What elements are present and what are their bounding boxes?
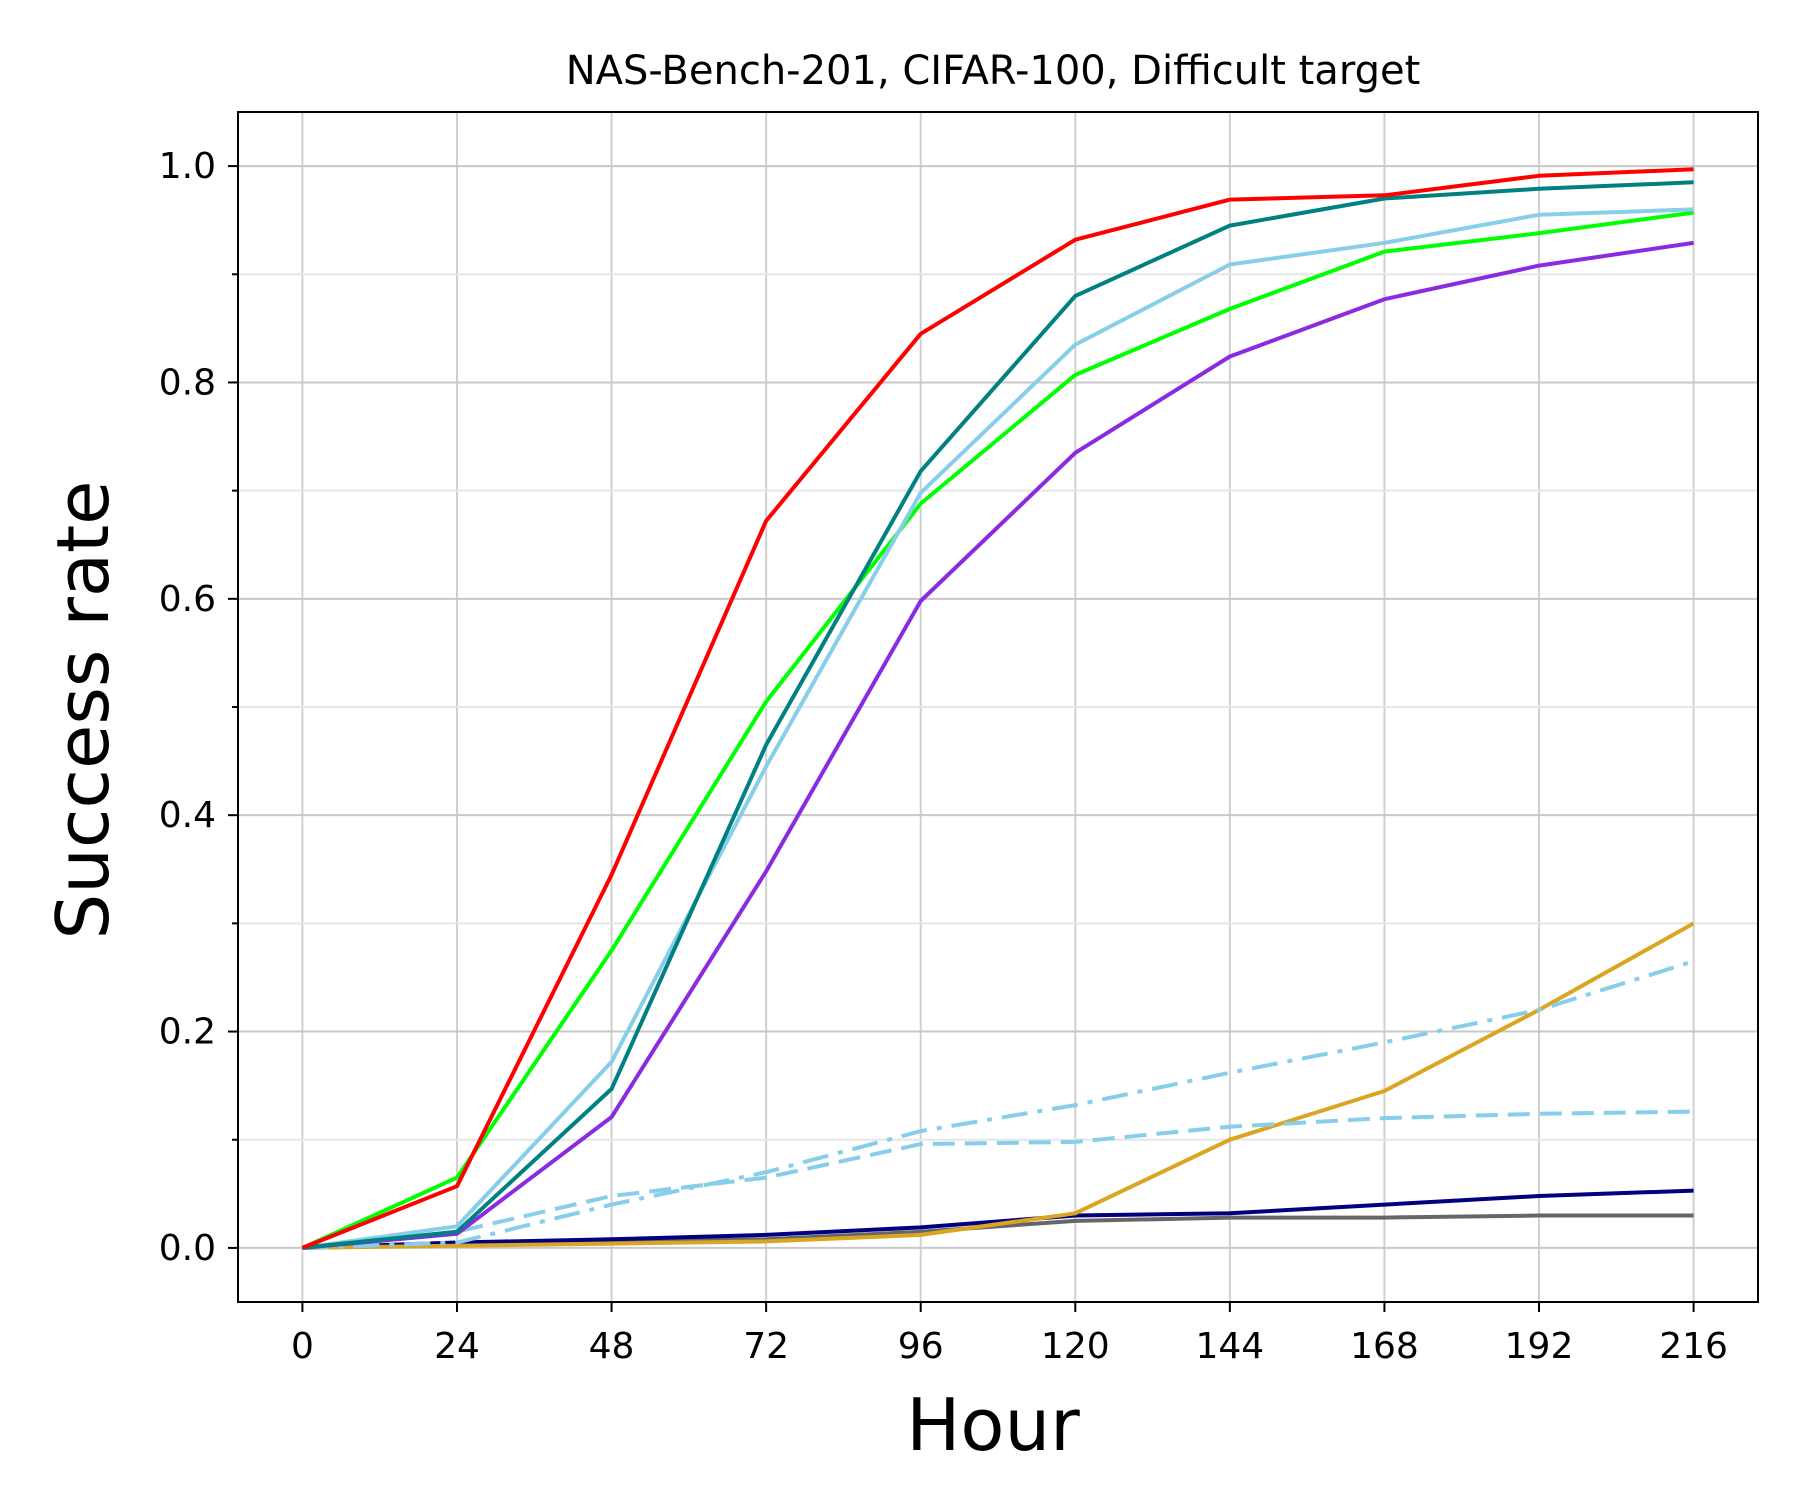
chart-title: NAS-Bench-201, CIFAR-100, Difficult targ…	[566, 48, 1421, 94]
x-tick-label: 96	[898, 1326, 944, 1367]
x-tick-label: 24	[434, 1326, 480, 1367]
y-tick-label: 0.8	[159, 362, 216, 403]
x-tick-label: 0	[291, 1326, 314, 1367]
y-tick-label: 0.6	[159, 579, 216, 620]
y-axis-label: Success rate	[41, 481, 125, 940]
grid	[238, 112, 1758, 1302]
series-line-navy	[302, 1188, 1694, 1250]
x-tick-label: 144	[1196, 1326, 1265, 1367]
series-line-skyblue-dashdot	[302, 959, 1695, 1250]
x-tick-label: 72	[743, 1326, 789, 1367]
x-tick-label: 192	[1505, 1326, 1574, 1367]
series-line-teal	[302, 180, 1694, 1250]
x-tick-label: 48	[589, 1326, 635, 1367]
x-tick-label: 216	[1659, 1326, 1728, 1367]
x-axis-label: Hour	[906, 1383, 1080, 1467]
y-tick-label: 0.0	[159, 1228, 216, 1269]
x-tick-label: 168	[1350, 1326, 1419, 1367]
series-line-goldenrod	[302, 921, 1695, 1250]
series-line-red	[301, 167, 1694, 1250]
tick-layer: 0 24 48 72 96 120 144 168 192 216 0.0 0.2 0.4 0.6 0.8 1…	[159, 146, 1728, 1367]
y-tick-label: 0.2	[159, 1012, 216, 1053]
series-line-skyblue	[302, 207, 1694, 1250]
y-tick-label: 1.0	[159, 146, 216, 187]
series-line-blueviolet	[302, 240, 1694, 1250]
x-tick-label: 120	[1041, 1326, 1110, 1367]
series-layer	[301, 167, 1695, 1250]
series-line-skyblue-dashed	[302, 1109, 1694, 1250]
series-line-lime	[301, 210, 1694, 1250]
y-tick-label: 0.4	[159, 795, 216, 836]
